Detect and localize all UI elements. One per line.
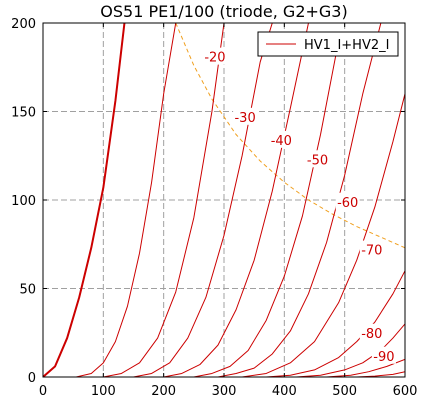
plate-curve — [193, 40, 340, 377]
plate-curves — [43, 23, 405, 377]
curve-label-bg — [359, 323, 384, 341]
x-tick-label: 200 — [151, 384, 176, 399]
y-tick-label: 50 — [19, 283, 36, 298]
plate-curve — [266, 270, 405, 377]
curve-label: -40 — [271, 134, 292, 149]
x-tick-label: 500 — [332, 384, 357, 399]
plate-curve — [76, 23, 177, 377]
y-tick-label: 150 — [11, 106, 36, 121]
x-tick-label: 100 — [91, 384, 116, 399]
curve-label: -20 — [204, 51, 225, 66]
curve-label: -90 — [373, 350, 394, 365]
plate-curve — [242, 93, 405, 377]
y-tick-label: 100 — [11, 194, 36, 209]
curve-label-bg — [202, 47, 227, 65]
y-tick-label: 0 — [28, 371, 36, 386]
x-tick-label: 0 — [39, 384, 47, 399]
curve-label: -80 — [361, 327, 382, 342]
y-tick-label: 200 — [11, 17, 36, 32]
plate-curve — [326, 358, 405, 377]
curve-label-bg — [359, 240, 384, 258]
curve-label-bg — [269, 130, 294, 148]
curve-label-bg — [305, 150, 330, 168]
curve-label-bg — [335, 192, 360, 210]
legend: HV1_I+HV2_I — [257, 31, 399, 57]
plate-curve — [103, 23, 225, 377]
plate-curve — [43, 23, 126, 377]
curve-label: -60 — [337, 196, 358, 211]
curve-label-bg — [371, 346, 396, 364]
plate-curve — [133, 23, 273, 377]
axis-ticks: 0 100 200 300 400 500 600 0 50 100 150 200 — [11, 17, 417, 399]
curve-label: -30 — [234, 111, 255, 126]
x-tick-label: 300 — [212, 384, 237, 399]
legend-label: HV1_I+HV2_I — [304, 38, 389, 53]
max-dissipation-curve — [175, 23, 405, 249]
curve-labels: -20 -30 -40 -50 -60 -70 -80 -90 — [202, 47, 396, 365]
x-tick-label: 400 — [272, 384, 297, 399]
curve-label-bg — [233, 107, 258, 125]
chart-title: OS51 PE1/100 (triode, G2+G3) — [100, 2, 347, 21]
curve-label: -70 — [361, 244, 382, 259]
plate-curve — [296, 323, 405, 377]
x-tick-label: 600 — [393, 384, 418, 399]
curve-label: -50 — [307, 153, 328, 168]
plate-curve — [217, 23, 382, 377]
